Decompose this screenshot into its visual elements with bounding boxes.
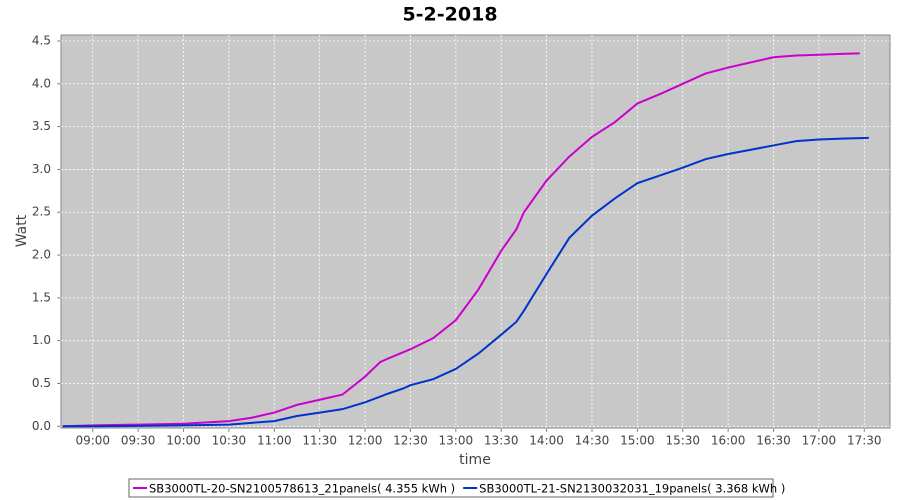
y-tick-label: 0.0 bbox=[32, 419, 51, 433]
x-tick-label: 10:30 bbox=[212, 434, 247, 448]
y-tick-label: 4.5 bbox=[32, 33, 51, 47]
legend-label: SB3000TL-20-SN2100578613_21panels( 4.355… bbox=[149, 482, 455, 496]
y-tick-label: 4.0 bbox=[32, 76, 51, 90]
x-tick-label: 13:30 bbox=[484, 434, 519, 448]
chart-title: 5-2-2018 bbox=[402, 4, 497, 26]
x-tick-label: 11:30 bbox=[302, 434, 337, 448]
y-tick-label: 2.0 bbox=[32, 248, 51, 262]
y-tick-label: 1.0 bbox=[32, 333, 51, 347]
legend bbox=[128, 478, 774, 498]
x-tick-label: 10:00 bbox=[166, 434, 201, 448]
x-tick-label: 11:00 bbox=[257, 434, 292, 448]
x-tick-label: 09:00 bbox=[75, 434, 110, 448]
plot-area bbox=[60, 34, 891, 429]
x-tick-label: 13:00 bbox=[439, 434, 474, 448]
y-tick-label: 3.0 bbox=[32, 162, 51, 176]
x-tick-label: 16:30 bbox=[756, 434, 791, 448]
series-line bbox=[62, 52, 860, 428]
x-tick-label: 17:00 bbox=[802, 434, 837, 448]
x-tick-label: 15:00 bbox=[620, 434, 655, 448]
x-tick-label: 12:30 bbox=[393, 434, 428, 448]
x-tick-label: 12:00 bbox=[348, 434, 383, 448]
x-tick-label: 14:00 bbox=[529, 434, 564, 448]
y-axis-label: Watt bbox=[14, 214, 30, 247]
x-tick-label: 16:00 bbox=[711, 434, 746, 448]
y-tick-label: 3.5 bbox=[32, 119, 51, 133]
x-tick-label: 14:30 bbox=[575, 434, 610, 448]
x-tick-label: 17:30 bbox=[847, 434, 882, 448]
y-tick-label: 0.5 bbox=[32, 376, 51, 390]
x-tick-label: 09:30 bbox=[121, 434, 156, 448]
x-axis-label: time bbox=[459, 452, 491, 468]
y-tick-label: 1.5 bbox=[32, 290, 51, 304]
legend-label: SB3000TL-21-SN2130032031_19panels( 3.368… bbox=[479, 482, 785, 496]
x-tick-label: 15:30 bbox=[665, 434, 700, 448]
series-line bbox=[62, 136, 869, 428]
y-tick-label: 2.5 bbox=[32, 205, 51, 219]
